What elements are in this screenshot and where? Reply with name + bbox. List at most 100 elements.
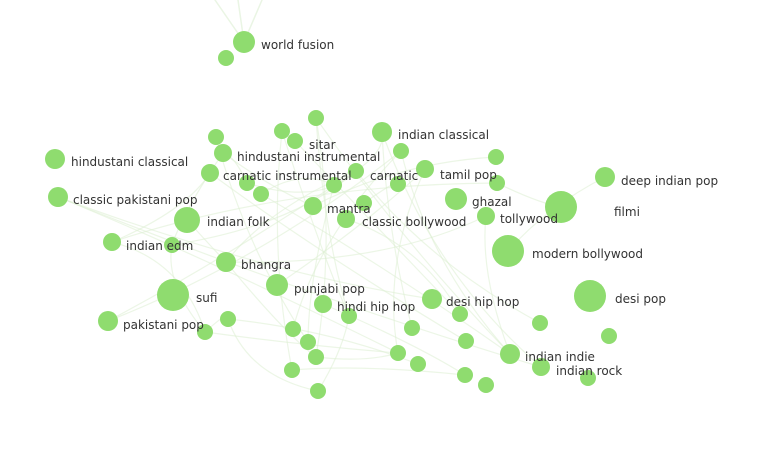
genre-node[interactable]: [239, 175, 255, 191]
graph-edge: [315, 352, 399, 360]
genre-node-indian-indie[interactable]: [500, 344, 520, 364]
genre-node-classic-pakistani-pop[interactable]: [48, 187, 68, 207]
genre-node[interactable]: [390, 176, 406, 192]
graph-edge: [111, 182, 498, 243]
genre-node-desi-pop[interactable]: [574, 280, 606, 312]
genre-node-carnatic[interactable]: [348, 163, 364, 179]
genre-node-indian-folk[interactable]: [174, 207, 200, 233]
genre-node-sufi[interactable]: [157, 279, 189, 311]
genre-node-hindustani-classical[interactable]: [45, 149, 65, 169]
graph-edge: [227, 318, 319, 392]
graph-edge: [484, 215, 511, 355]
genre-label-indian-indie: indian indie: [525, 350, 595, 364]
genre-node[interactable]: [326, 177, 342, 193]
genre-node-sitar[interactable]: [287, 133, 303, 149]
genre-node[interactable]: [341, 308, 357, 324]
graph-edge: [312, 156, 497, 207]
genre-node[interactable]: [164, 237, 180, 253]
genre-node[interactable]: [356, 195, 372, 211]
genre-node[interactable]: [601, 328, 617, 344]
genre-node-modern-bollywood[interactable]: [492, 235, 524, 267]
genre-node[interactable]: [300, 334, 316, 350]
genre-node[interactable]: [308, 349, 324, 365]
genre-node-punjabi-pop[interactable]: [266, 274, 288, 296]
genre-label-tollywood: tollywood: [500, 212, 558, 226]
genre-node-world-fusion[interactable]: [233, 31, 255, 53]
genre-node-mantra[interactable]: [304, 197, 322, 215]
genre-label-indian-edm: indian edm: [126, 239, 193, 253]
graph-edge: [307, 184, 335, 343]
genre-label-tamil-pop: tamil pop: [440, 168, 497, 182]
genre-label-pakistani-pop: pakistani pop: [123, 318, 204, 332]
genre-node[interactable]: [452, 306, 468, 322]
genre-label-desi-hip-hop: desi hip hop: [446, 295, 519, 309]
graph-edge: [111, 241, 206, 333]
genre-label-filmi: filmi: [614, 205, 640, 219]
genre-node[interactable]: [404, 320, 420, 336]
graph-edge: [215, 136, 309, 343]
genre-node[interactable]: [393, 143, 409, 159]
genre-node[interactable]: [488, 149, 504, 165]
genre-node[interactable]: [220, 311, 236, 327]
genre-node[interactable]: [532, 315, 548, 331]
genre-node-ghazal[interactable]: [445, 188, 467, 210]
genre-label-classic-bollywood: classic bollywood: [362, 215, 466, 229]
genre-node[interactable]: [274, 123, 290, 139]
genre-label-carnatic: carnatic: [370, 169, 418, 183]
graph-edge: [57, 196, 542, 368]
genre-label-indian-rock: indian rock: [556, 364, 622, 378]
genre-node-hindi-hip-hop[interactable]: [314, 295, 332, 313]
graph-edge: [292, 150, 402, 330]
genre-node-filmi[interactable]: [545, 191, 577, 223]
graph-edge: [276, 130, 293, 371]
genre-label-hindi-hip-hop: hindi hip hop: [337, 300, 415, 314]
genre-node-classic-bollywood[interactable]: [337, 210, 355, 228]
genre-node-tamil-pop[interactable]: [416, 160, 434, 178]
graph-edge: [393, 168, 426, 354]
genre-node[interactable]: [218, 50, 234, 66]
genre-node[interactable]: [410, 356, 426, 372]
genre-label-bhangra: bhangra: [241, 258, 291, 272]
genre-node[interactable]: [310, 383, 326, 399]
genre-node-bhangra[interactable]: [216, 252, 236, 272]
genre-node[interactable]: [308, 110, 324, 126]
graph-edge: [315, 117, 511, 355]
genre-label-classic-pakistani-pop: classic pakistani pop: [73, 193, 197, 207]
genre-node[interactable]: [457, 367, 473, 383]
genre-node-tollywood[interactable]: [477, 207, 495, 225]
genre-label-mantra: mantra: [327, 202, 371, 216]
genre-node-pakistani-pop[interactable]: [98, 311, 118, 331]
label-layer: world fusion sitar indian classical hindust…: [71, 38, 718, 378]
genre-node[interactable]: [458, 333, 474, 349]
graph-edge: [315, 117, 327, 358]
genre-node-indian-edm[interactable]: [103, 233, 121, 251]
genre-node[interactable]: [284, 362, 300, 378]
genre-node[interactable]: [390, 345, 406, 361]
genre-node[interactable]: [208, 129, 224, 145]
genre-node[interactable]: [478, 377, 494, 393]
graph-edge: [400, 150, 511, 355]
genre-node[interactable]: [285, 321, 301, 337]
genre-node[interactable]: [489, 175, 505, 191]
genre-label-punjabi-pop: punjabi pop: [294, 282, 365, 296]
genre-node[interactable]: [580, 370, 596, 386]
graph-edge: [225, 261, 317, 358]
genre-node-carnatic-instrumental[interactable]: [201, 164, 219, 182]
genre-node-indian-classical[interactable]: [372, 122, 392, 142]
genre-node-deep-indian-pop[interactable]: [595, 167, 615, 187]
genre-label-hindustani-instrumental: hindustani instrumental: [237, 150, 380, 164]
graph-edge: [111, 172, 211, 243]
genre-node[interactable]: [253, 186, 269, 202]
graph-edge: [107, 150, 402, 322]
genre-node-desi-hip-hop[interactable]: [422, 289, 442, 309]
graph-edge: [260, 193, 511, 355]
genre-label-indian-folk: indian folk: [207, 215, 270, 229]
genre-node[interactable]: [197, 324, 213, 340]
genre-node-hindustani-instrumental[interactable]: [214, 144, 232, 162]
node-layer: [45, 31, 617, 399]
graph-edge: [315, 117, 350, 317]
graph-edge: [225, 215, 487, 263]
genre-node-indian-rock[interactable]: [532, 358, 550, 376]
genre-label-indian-classical: indian classical: [398, 128, 489, 142]
